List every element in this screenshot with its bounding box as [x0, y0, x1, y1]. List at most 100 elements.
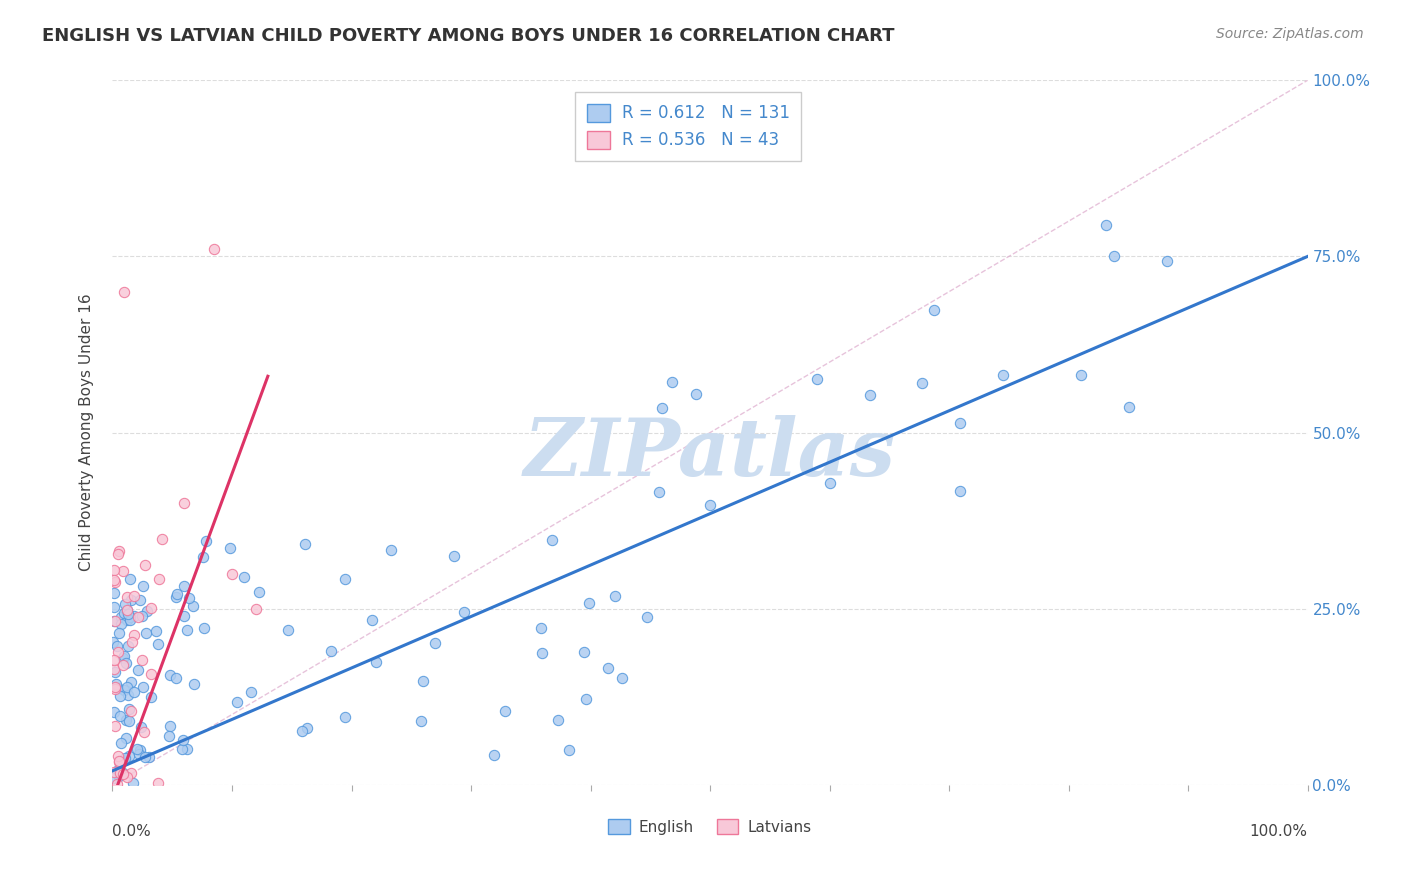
Point — [128, 747, 150, 761]
Point — [110, 617, 132, 632]
Point — [112, 649, 135, 664]
Point — [170, 742, 193, 756]
Point — [172, 732, 194, 747]
Point — [193, 621, 215, 635]
Point — [112, 658, 135, 673]
Point — [117, 607, 139, 622]
Point — [129, 592, 152, 607]
Point — [157, 729, 180, 743]
Point — [124, 608, 146, 623]
Point — [572, 645, 595, 659]
Point — [114, 597, 136, 611]
Point — [541, 533, 564, 547]
Point — [103, 706, 125, 720]
Point — [685, 387, 707, 401]
Text: 0.0%: 0.0% — [112, 823, 152, 838]
Point — [107, 547, 129, 561]
Point — [107, 764, 129, 778]
Point — [610, 671, 633, 685]
Point — [114, 751, 136, 765]
Point — [195, 533, 218, 548]
Point — [181, 599, 204, 614]
Point — [1102, 249, 1125, 263]
Point — [121, 635, 143, 649]
Point — [547, 714, 569, 728]
Point — [120, 613, 142, 627]
Point — [103, 586, 125, 600]
Point — [411, 714, 433, 729]
Point — [108, 709, 131, 723]
Point — [104, 719, 127, 733]
Point — [107, 748, 129, 763]
Point — [247, 585, 270, 599]
Point — [121, 592, 143, 607]
Point — [295, 721, 318, 735]
Point — [145, 624, 167, 638]
Point — [110, 609, 132, 624]
Point — [1094, 218, 1116, 232]
Point — [173, 579, 195, 593]
Point — [117, 688, 139, 702]
Point — [122, 684, 145, 698]
Point — [661, 375, 683, 389]
Point — [319, 643, 342, 657]
Point — [291, 723, 314, 738]
Point — [103, 614, 125, 628]
Point — [232, 570, 254, 584]
Point — [183, 677, 205, 691]
Point — [117, 590, 139, 604]
Point — [115, 680, 138, 694]
Point — [104, 665, 127, 680]
Point — [1118, 401, 1140, 415]
Point — [131, 609, 153, 624]
Point — [202, 243, 225, 257]
Point — [112, 683, 135, 698]
Text: Source: ZipAtlas.com: Source: ZipAtlas.com — [1216, 27, 1364, 41]
Point — [115, 770, 138, 784]
Point — [423, 636, 446, 650]
Point — [596, 661, 619, 675]
Point — [115, 603, 138, 617]
Point — [148, 572, 170, 586]
Point — [125, 742, 148, 756]
Point — [120, 704, 142, 718]
Point — [366, 655, 388, 669]
Point — [277, 623, 299, 637]
Point — [132, 680, 155, 694]
Point — [179, 591, 201, 605]
Point — [104, 681, 127, 696]
Point — [240, 685, 263, 699]
Point — [1156, 253, 1178, 268]
Text: ENGLISH VS LATVIAN CHILD POVERTY AMONG BOYS UNDER 16 CORRELATION CHART: ENGLISH VS LATVIAN CHILD POVERTY AMONG B… — [42, 27, 894, 45]
Point — [103, 600, 125, 615]
Point — [129, 720, 152, 734]
Point — [138, 750, 160, 764]
Y-axis label: Child Poverty Among Boys Under 16: Child Poverty Among Boys Under 16 — [79, 293, 94, 572]
Point — [146, 776, 169, 790]
Point — [146, 637, 169, 651]
Point — [108, 544, 131, 558]
Point — [118, 749, 141, 764]
Point — [443, 549, 465, 563]
Point — [948, 416, 970, 430]
Point — [136, 604, 159, 618]
Point — [112, 651, 135, 665]
Point — [453, 605, 475, 619]
Point — [127, 664, 149, 678]
Point — [108, 626, 131, 640]
Point — [120, 766, 142, 780]
Legend: R = 0.612   N = 131, R = 0.536   N = 43: R = 0.612 N = 131, R = 0.536 N = 43 — [575, 92, 801, 161]
Point — [107, 769, 129, 783]
Point — [651, 401, 673, 416]
Point — [558, 743, 581, 757]
Point — [103, 653, 125, 667]
Point — [949, 484, 972, 499]
Point — [122, 628, 145, 642]
Point — [531, 647, 554, 661]
Point — [117, 603, 139, 617]
Point — [139, 601, 162, 615]
Point — [605, 589, 627, 603]
Point — [115, 713, 138, 727]
Point — [911, 376, 934, 390]
Point — [139, 667, 162, 681]
